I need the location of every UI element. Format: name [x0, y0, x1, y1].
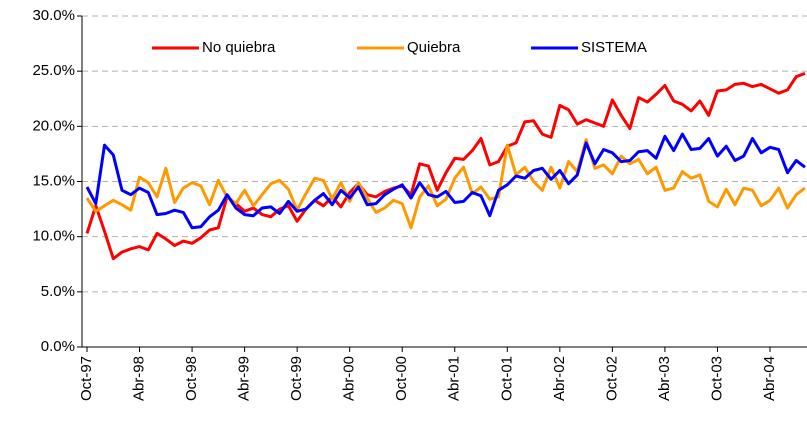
legend-label: No quiebra	[202, 39, 276, 56]
series-line	[85, 71, 806, 261]
x-tick-label: Abr-00	[341, 356, 358, 401]
x-tick-label: Oct-98	[183, 356, 200, 401]
x-tick-label: Abr-02	[551, 356, 568, 401]
y-tick-label: 5.0%	[41, 283, 75, 300]
x-tick-label: Oct-01	[498, 356, 515, 401]
legend-label: Quiebra	[407, 39, 461, 56]
x-tick-label: Oct-99	[288, 356, 305, 401]
y-tick-label: 25.0%	[32, 62, 75, 79]
y-tick-label: 20.0%	[32, 117, 75, 134]
legend-label: SISTEMA	[581, 39, 647, 56]
x-tick-label: Oct-97	[78, 356, 95, 401]
y-tick-label: 30.0%	[32, 7, 75, 24]
y-tick-label: 15.0%	[32, 172, 75, 189]
x-tick-label: Abr-01	[446, 356, 463, 401]
series-line	[85, 132, 806, 230]
x-tick-label: Oct-03	[708, 356, 725, 401]
y-tick-label: 10.0%	[32, 228, 75, 245]
x-tick-label: Abr-03	[656, 356, 673, 401]
x-tick-label: Abr-99	[236, 356, 253, 401]
x-tick-label: Abr-98	[131, 356, 148, 401]
y-tick-label: 0.0%	[41, 338, 75, 355]
x-tick-label: Oct-00	[393, 356, 410, 401]
series-line	[85, 138, 806, 230]
x-tick-label: Oct-02	[603, 356, 620, 401]
x-tick-label: Abr-04	[761, 356, 778, 401]
